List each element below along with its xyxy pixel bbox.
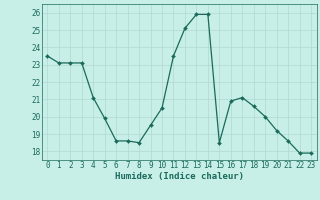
- X-axis label: Humidex (Indice chaleur): Humidex (Indice chaleur): [115, 172, 244, 181]
